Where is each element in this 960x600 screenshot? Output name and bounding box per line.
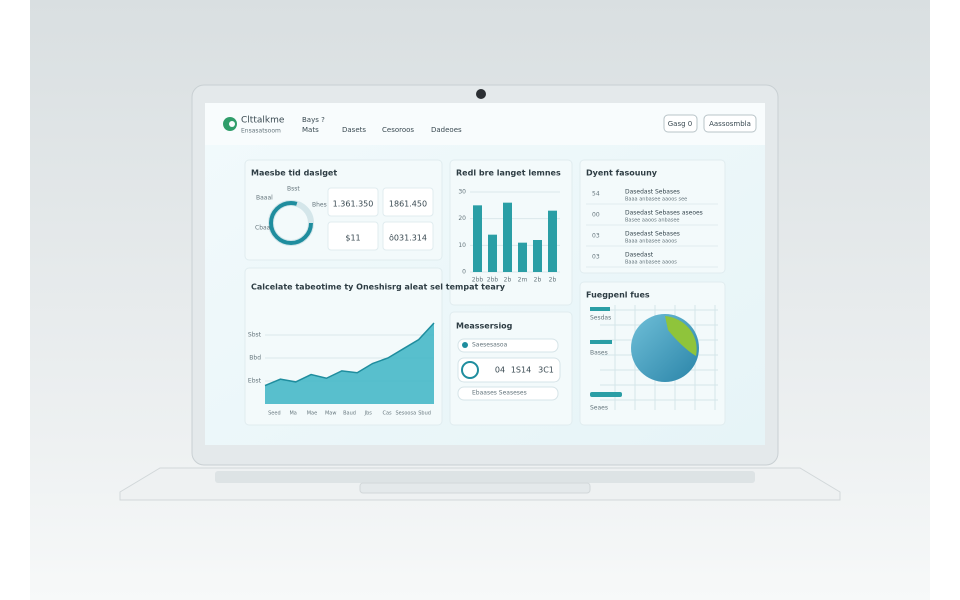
x-tick-label: Baud [343,411,356,417]
bar [473,205,482,272]
stat-box [382,187,434,217]
stat: 1861.450 [389,200,427,209]
card-title: Calcelate tabeotime ty Oneshisrg aleat s… [251,283,506,292]
y-tick-label: Sbst [248,332,262,339]
card [579,159,726,274]
x-tick-label: Seed [268,411,281,417]
stat: ô031.314 [389,233,427,243]
stat-box [382,221,434,251]
webcam [476,89,486,99]
item: Saesesasoa [472,342,508,349]
x-tick-label: 2b [549,277,557,284]
row-code: 03 [592,233,600,240]
y-tick-label: Ebst [248,378,262,385]
card-title: Meassersiog [456,322,513,331]
card-title: Dyent fasouuny [586,169,658,178]
legend-bar [590,307,610,311]
row-title: Dasedast Sebases [625,231,680,238]
legend-label: Sesdas [590,315,611,322]
x-tick-label: Jbs [364,411,373,417]
row-sub: Baaa anbasee aaoos [625,239,677,245]
x-tick-label: 2bb [487,277,499,284]
stat: $11 [345,234,360,243]
donut-label: Baaal [256,195,273,202]
y-tick-label: 10 [458,242,466,249]
x-tick-label: Ma [289,411,296,417]
x-tick-label: 2m [518,277,528,284]
keyboard [215,471,755,483]
nav-item[interactable]: Cesoroos [382,126,414,134]
legend-label: Seaes [590,405,608,412]
x-tick-label: 2bb [472,277,484,284]
stat-box [327,221,379,251]
donut-label: Bhes [312,202,327,209]
y-tick-label: Bbd [249,355,261,362]
brand: Clttalkme [241,116,285,126]
y-tick-label: 30 [458,189,466,196]
button-label[interactable]: Aassosmbla [709,120,751,128]
x-tick-label: Sbud [418,411,431,417]
row-sub: Baaa anbasee aaoos [625,260,677,266]
stat: 04 [495,366,505,375]
y-tick-label: 0 [462,269,466,276]
icon [462,342,468,348]
button[interactable] [663,114,698,133]
row-title: Dasedast [625,252,654,259]
pill[interactable] [457,386,559,401]
icon [461,361,479,379]
x-tick-label: Mae [307,411,317,417]
bar [533,240,542,272]
stat-box [327,187,379,217]
x-tick-label: 2b [534,277,542,284]
pill[interactable] [457,338,559,353]
y-tick-label: 20 [458,215,466,222]
x-tick-label: Maw [325,411,336,417]
legend-bar [590,392,622,397]
donut-label: Cbaa [255,225,271,232]
row-code: 00 [592,212,600,219]
margin [0,0,30,600]
x-tick-label: 2b [504,277,512,284]
legend-label: Bases [590,350,608,357]
trackpad [359,482,591,494]
item: Ebaases Seaseses [472,390,527,397]
row-code: 54 [592,191,600,198]
x-tick-label: Sesoosa [396,411,417,417]
area [265,323,434,404]
bar [503,202,512,272]
donut [269,201,313,245]
row-sub: Basee aaoos anbasee [625,218,680,224]
bar [548,210,557,272]
row-title: Dasedast Sebases aseoes [625,210,703,217]
nav-item[interactable]: Dadeoes [431,126,462,134]
button[interactable] [703,114,757,133]
margin [930,0,960,600]
card-title: Redl bre langet lemnes [456,169,561,178]
donut-label: Bsst [287,186,300,193]
row-code: 03 [592,254,600,261]
card-title: Fuegpenl fues [586,291,650,300]
card-title: Maesbe tid daslget [251,169,337,178]
nav-item[interactable]: Dasets [342,126,366,134]
stat: 1S14 [511,366,531,375]
bar [488,234,497,272]
brand-sub: Ensasatsoom [241,128,281,135]
x-tick-label: Cas [382,411,392,417]
nav-item[interactable]: Mats [302,126,319,134]
line [264,322,435,387]
row-sub: Baaa anbasee aaoos see [625,197,687,203]
landmass [665,316,697,356]
legend-bar [590,340,612,344]
row-title: Dasedast Sebases [625,189,680,196]
stat: 1.361.350 [333,200,374,209]
stat: 3C1 [538,366,554,375]
bar [518,242,527,272]
logo [229,121,235,127]
stat-row [457,357,561,383]
nav-item[interactable]: Bays ? [302,116,325,124]
button-label[interactable]: Gasg 0 [668,120,692,128]
